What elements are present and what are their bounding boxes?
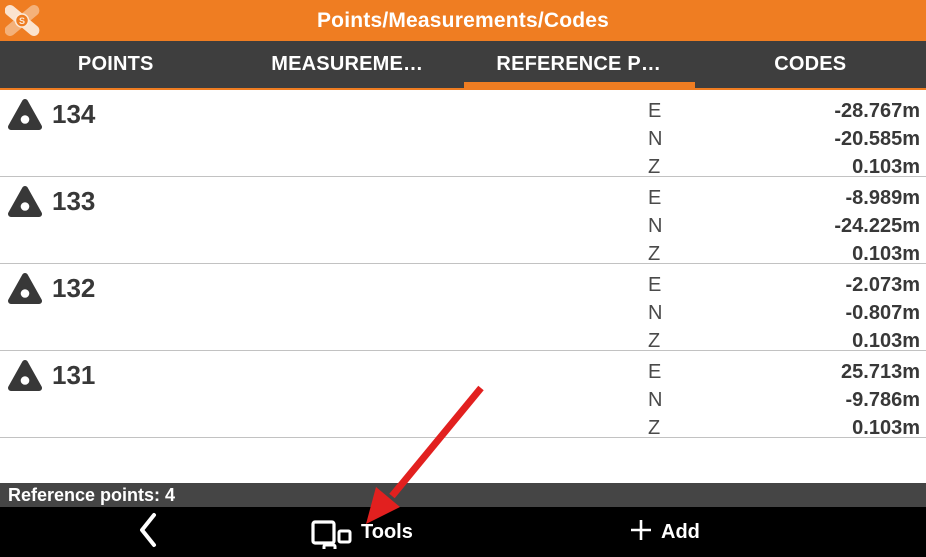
reference-point-icon xyxy=(7,98,43,131)
bottom-toolbar: Tools Add xyxy=(0,507,926,557)
coord-label-z: Z xyxy=(648,416,661,439)
reference-point-icon xyxy=(7,185,43,218)
coord-label-z: Z xyxy=(648,242,661,265)
coord-label-n: N xyxy=(648,127,663,150)
point-identity: 134 xyxy=(7,98,95,131)
reference-point-icon xyxy=(7,272,43,305)
tab-reference-points[interactable]: REFERENCE P… xyxy=(463,41,695,88)
list-empty-space xyxy=(0,438,926,483)
coord-label-n: N xyxy=(648,301,663,324)
coordinate-block: E -2.073m N -0.807m Z 0.103m xyxy=(648,271,920,355)
point-name: 134 xyxy=(52,99,96,129)
tab-codes[interactable]: CODES xyxy=(774,53,847,75)
coord-value-n: -20.585m xyxy=(834,127,920,150)
coord-value-z: 0.103m xyxy=(852,155,920,178)
coordinate-block: E -28.767m N -20.585m Z 0.103m xyxy=(648,97,920,181)
coord-value-z: 0.103m xyxy=(852,242,920,265)
header-bar: S Points/Measurements/Codes xyxy=(0,0,926,41)
add-button[interactable]: Add xyxy=(629,507,700,557)
reference-point-icon xyxy=(7,359,43,392)
chevron-left-icon xyxy=(138,512,158,553)
point-identity: 132 xyxy=(7,272,95,305)
coordinate-block: E 25.713m N -9.786m Z 0.103m xyxy=(648,358,920,442)
point-row-133[interactable]: 133 E -8.989m N -24.225m Z 0.103m xyxy=(0,177,926,265)
coord-value-n: -24.225m xyxy=(834,214,920,237)
coord-value-n: -0.807m xyxy=(845,301,921,324)
status-bar: Reference points: 4 xyxy=(0,483,926,507)
tools-button[interactable]: Tools xyxy=(311,507,413,557)
coord-label-z: Z xyxy=(648,155,661,178)
tools-squares-icon xyxy=(311,511,353,557)
tab-points[interactable]: POINTS xyxy=(77,53,154,75)
reference-points-list: 134 E -28.767m N -20.585m Z 0.103m xyxy=(0,90,926,439)
point-name: 132 xyxy=(52,273,96,303)
coord-label-z: Z xyxy=(648,329,661,352)
coord-value-z: 0.103m xyxy=(852,416,920,439)
coord-value-n: -9.786m xyxy=(845,388,921,411)
coord-label-n: N xyxy=(648,214,663,237)
point-identity: 133 xyxy=(7,185,95,218)
page-title: Points/Measurements/Codes xyxy=(316,8,610,32)
coord-label-e: E xyxy=(648,186,662,209)
coord-label-e: E xyxy=(648,360,662,383)
coord-label-n: N xyxy=(648,388,663,411)
coordinate-block: E -8.989m N -24.225m Z 0.103m xyxy=(648,184,920,268)
coord-label-e: E xyxy=(648,99,662,122)
coord-value-e: -28.767m xyxy=(834,99,920,122)
xpad-logo-icon[interactable]: S xyxy=(4,3,49,38)
tab-bar: POINTS MEASUREME… REFERENCE P… CODES xyxy=(0,41,926,90)
back-button[interactable] xyxy=(138,507,158,557)
point-row-132[interactable]: 132 E -2.073m N -0.807m Z 0.103m xyxy=(0,264,926,352)
coord-value-e: 25.713m xyxy=(841,360,920,383)
coord-value-z: 0.103m xyxy=(852,329,920,352)
add-label: Add xyxy=(661,520,700,543)
point-row-131[interactable]: 131 E 25.713m N -9.786m Z 0.103m xyxy=(0,351,926,439)
point-name: 133 xyxy=(52,186,96,216)
point-identity: 131 xyxy=(7,359,95,392)
coord-label-e: E xyxy=(648,273,662,296)
svg-text:S: S xyxy=(19,16,25,26)
point-name: 131 xyxy=(52,360,96,390)
reference-points-count: Reference points: 4 xyxy=(8,484,176,505)
coord-value-e: -8.989m xyxy=(845,186,921,209)
tools-label: Tools xyxy=(361,520,413,543)
coord-value-e: -2.073m xyxy=(845,273,921,296)
tab-measurements[interactable]: MEASUREME… xyxy=(271,53,424,75)
plus-icon xyxy=(629,518,653,547)
point-row-134[interactable]: 134 E -28.767m N -20.585m Z 0.103m xyxy=(0,90,926,178)
